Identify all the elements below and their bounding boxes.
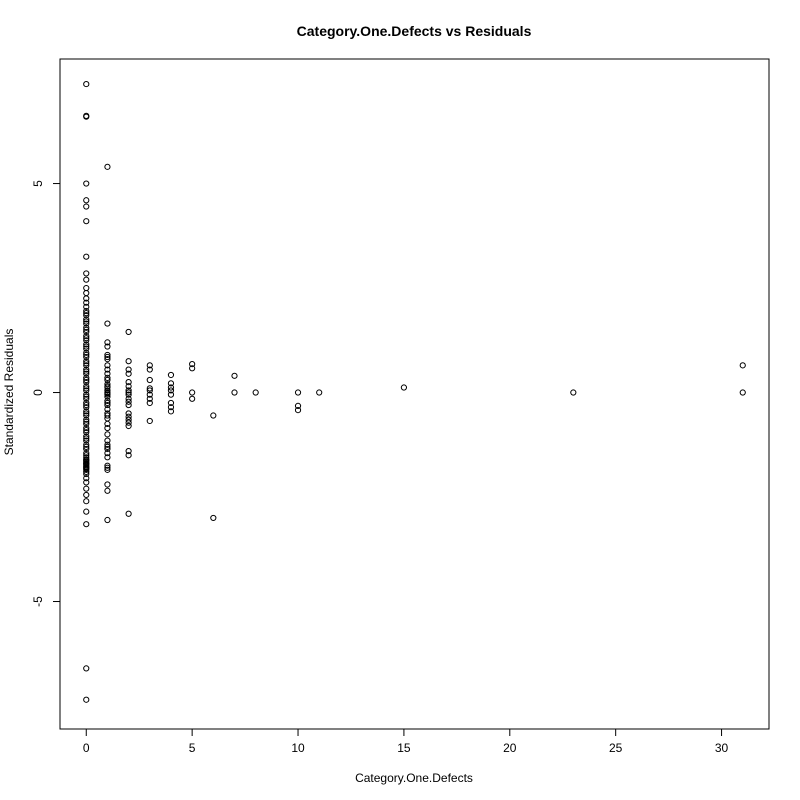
data-point — [232, 390, 237, 395]
x-axis: 0 5 10 15 20 25 30 — [83, 729, 729, 755]
data-point — [84, 277, 89, 282]
data-point — [126, 359, 131, 364]
data-point — [317, 390, 322, 395]
x-tick-label: 30 — [715, 741, 729, 755]
data-point — [105, 432, 110, 437]
data-point — [84, 204, 89, 209]
data-point — [253, 390, 258, 395]
data-point — [84, 697, 89, 702]
data-point — [211, 413, 216, 418]
data-point — [84, 499, 89, 504]
data-point — [84, 285, 89, 290]
data-point — [232, 373, 237, 378]
chart-title: Category.One.Defects vs Residuals — [297, 23, 532, 39]
x-tick-label: 15 — [397, 741, 411, 755]
data-point — [84, 666, 89, 671]
data-point — [211, 515, 216, 520]
y-tick-label: -5 — [31, 596, 45, 607]
data-point — [740, 363, 745, 368]
data-point — [84, 486, 89, 491]
data-point — [105, 321, 110, 326]
data-point — [126, 423, 131, 428]
x-tick-label: 0 — [83, 741, 90, 755]
data-point — [295, 390, 300, 395]
data-point — [84, 198, 89, 203]
x-tick-label: 25 — [609, 741, 623, 755]
data-point — [84, 181, 89, 186]
data-point — [147, 377, 152, 382]
data-point — [190, 390, 195, 395]
y-tick-label: 5 — [31, 180, 45, 187]
plot-area-frame — [60, 59, 769, 729]
x-tick-label: 5 — [189, 741, 196, 755]
data-point — [84, 81, 89, 86]
data-point — [401, 385, 406, 390]
data-point — [126, 511, 131, 516]
data-point — [105, 164, 110, 169]
data-point — [190, 396, 195, 401]
y-axis: -5 0 5 — [31, 180, 60, 607]
data-point — [147, 418, 152, 423]
y-tick-label: 0 — [31, 389, 45, 396]
data-point — [168, 372, 173, 377]
data-point — [740, 390, 745, 395]
data-point — [571, 390, 576, 395]
data-point — [126, 329, 131, 334]
data-point — [84, 290, 89, 295]
data-point — [84, 219, 89, 224]
data-point — [84, 492, 89, 497]
data-point — [105, 517, 110, 522]
data-point — [84, 271, 89, 276]
data-point — [84, 509, 89, 514]
x-tick-label: 20 — [503, 741, 517, 755]
data-point — [105, 488, 110, 493]
x-tick-label: 10 — [291, 741, 305, 755]
x-axis-label: Category.One.Defects — [355, 771, 473, 785]
data-point — [105, 482, 110, 487]
data-point — [84, 522, 89, 527]
data-point — [84, 254, 89, 259]
y-axis-label: Standardized Residuals — [2, 329, 16, 456]
data-points — [84, 81, 746, 702]
data-point — [126, 402, 131, 407]
